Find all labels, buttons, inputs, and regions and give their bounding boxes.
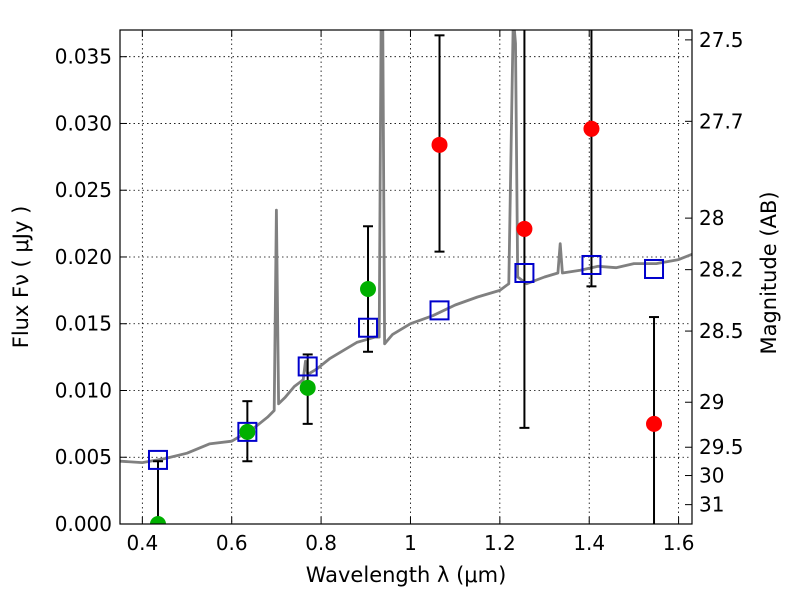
plot-area [120, 30, 692, 524]
model-square-marker [429, 300, 450, 321]
x-tick-label: 0.6 [216, 531, 248, 555]
x-tick-label: 1.4 [573, 531, 605, 555]
y-tick-label: 0.035 [55, 45, 112, 69]
model-square-marker [581, 254, 602, 275]
photometry-point [239, 423, 256, 440]
plot-frame [119, 29, 693, 525]
y-axis-label: Flux Fν ( μJy ) [9, 206, 33, 349]
y2-tick-label: 29 [699, 390, 724, 414]
photometry-point [360, 281, 377, 298]
x-tick-label: 0.8 [305, 531, 337, 555]
model-square-marker [644, 258, 665, 279]
spectrum-line [120, 30, 692, 464]
y-tick-label: 0.025 [55, 178, 112, 202]
model-square-marker [358, 317, 379, 338]
model-square-marker [297, 356, 318, 377]
model-square-marker [147, 449, 168, 470]
photometry-point [431, 136, 448, 153]
photometry-point [149, 516, 166, 524]
photometry-point [299, 379, 316, 396]
y2-tick-label: 31 [699, 493, 724, 517]
x-axis-label: Wavelength λ (μm) [306, 563, 507, 587]
y-tick-label: 0.005 [55, 445, 112, 469]
y-tick-label: 0.000 [55, 512, 112, 536]
axis-ticks: 0.4 0.6 0.8 1 1.2 1.4 1.6 0.000 0.005 0.010 0.015 0… [55, 28, 744, 555]
model-square-marker [514, 262, 535, 283]
y2-tick-label: 27.5 [699, 28, 744, 52]
x-tick-label: 1 [404, 531, 417, 555]
photometry-point [646, 415, 663, 432]
y2-tick-label: 28 [699, 206, 724, 230]
x-tick-label: 0.4 [126, 531, 158, 555]
y2-tick-label: 27.7 [699, 109, 744, 133]
photometry-point [516, 220, 533, 237]
y2-tick-label: 28.2 [699, 258, 744, 282]
grid-lines [120, 30, 692, 525]
y-tick-label: 0.030 [55, 111, 112, 135]
y-tick-label: 0.020 [55, 245, 112, 269]
y-tick-label: 0.015 [55, 312, 112, 336]
y-tick-label: 0.010 [55, 378, 112, 402]
right-axis-label: Magnitude (AB) [757, 191, 781, 354]
y2-tick-label: 30 [699, 464, 724, 488]
model-square-marker [237, 421, 258, 442]
photometry-point [583, 120, 600, 137]
y2-tick-label: 29.5 [699, 435, 744, 459]
y2-tick-label: 28.5 [699, 319, 744, 343]
x-tick-label: 1.6 [663, 531, 695, 555]
x-tick-label: 1.2 [484, 531, 516, 555]
